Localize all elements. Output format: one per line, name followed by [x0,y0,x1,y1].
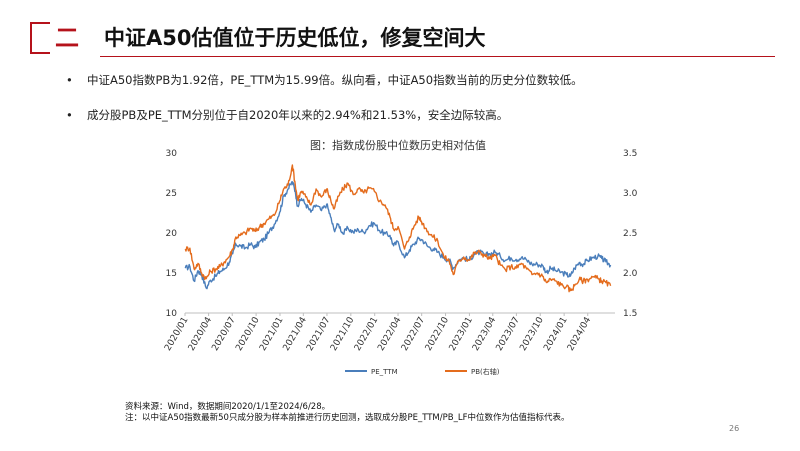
bullet-item: • 中证A50指数PB为1.92倍，PE_TTM为15.99倍。纵向看，中证A5… [66,72,786,88]
y-left-tick-label: 30 [166,149,178,159]
y-right-tick-label: 1.5 [623,309,637,319]
y-left-tick-label: 20 [166,229,178,239]
bullet-marker: • [66,73,73,87]
bullet-item: • 成分股PB及PE_TTM分别位于自2020年以来的2.94%和21.53%，… [66,107,786,123]
footnote-source: 资料来源：Wind，数据期间2020/1/1至2024/6/28。 [125,402,331,412]
page-number: 26 [729,424,740,433]
valuation-line-chart: 10152025301.52.02.53.03.52020/012020/042… [163,149,638,376]
section-bracket-decoration [30,22,50,54]
y-right-tick-label: 3.0 [623,189,638,199]
header-divider [100,56,775,57]
y-left-tick-label: 25 [166,189,177,199]
y-right-tick-label: 3.5 [623,149,637,159]
x-tick-label: 2024/04 [566,315,593,353]
pb-series-line [184,164,612,293]
slide-header: 二 中证A50估值位于历史低位，修复空间大 [0,0,800,60]
legend-label: PB(右轴) [471,367,500,376]
bullet-text: 成分股PB及PE_TTM分别位于自2020年以来的2.94%和21.53%，安全… [87,108,509,122]
pe-ttm-series-line [184,181,612,290]
slide-title: 中证A50估值位于历史低位，修复空间大 [104,26,486,50]
chart-title: 图：指数成份股中位数历史相对估值 [310,139,486,152]
section-number: 二 [55,24,79,52]
bullet-marker: • [66,108,73,122]
legend-label: PE_TTM [371,368,398,376]
y-left-tick-label: 10 [166,309,178,319]
y-right-tick-label: 2.0 [623,269,638,279]
footnote-note: 注：以中证A50指数最新50只成分股为样本前推进行历史回测，选取成分股PE_TT… [125,413,570,423]
y-left-tick-label: 15 [166,269,177,279]
y-right-tick-label: 2.5 [623,229,637,239]
chart-title-wrap: 图：指数成份股中位数历史相对估值 [0,137,800,153]
bullet-text: 中证A50指数PB为1.92倍，PE_TTM为15.99倍。纵向看，中证A50指… [87,73,583,87]
bullet-list: • 中证A50指数PB为1.92倍，PE_TTM为15.99倍。纵向看，中证A5… [66,72,786,123]
footnote: 资料来源：Wind，数据期间2020/1/1至2024/6/28。 注：以中证A… [125,402,569,424]
